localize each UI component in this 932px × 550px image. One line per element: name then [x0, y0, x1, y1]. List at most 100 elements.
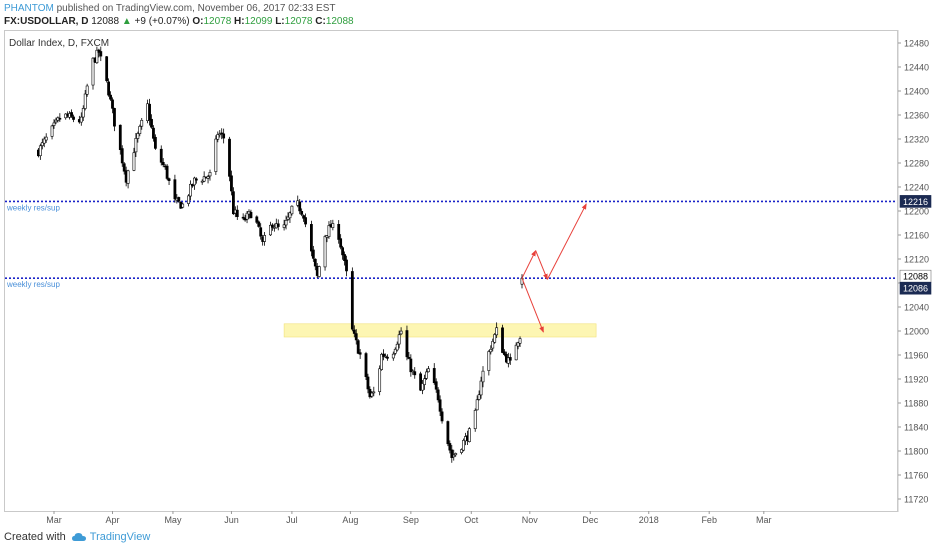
- candle-body: [358, 352, 362, 355]
- candle-body: [83, 93, 87, 109]
- candle-body: [327, 225, 331, 237]
- demand-zone: [283, 323, 597, 338]
- candle-up: [263, 232, 267, 246]
- candle-body: [120, 148, 124, 164]
- candle-body: [506, 357, 510, 364]
- candle-body: [419, 373, 423, 391]
- candle-down: [309, 220, 313, 257]
- footer: Created with TradingView: [4, 531, 150, 543]
- badge-text: 12086: [903, 284, 928, 294]
- candle-body: [413, 371, 417, 376]
- x-tick-label: Jun: [224, 515, 239, 525]
- candle-down: [350, 267, 354, 332]
- y-tick-label: 12360: [904, 111, 929, 121]
- level-label: weekly res/sup: [6, 203, 60, 212]
- candle-down: [109, 91, 112, 101]
- candle-down: [446, 420, 450, 447]
- candle-up: [421, 379, 424, 395]
- bullish-scenario-arrow: [546, 203, 587, 280]
- level-price-badge: 12216: [899, 195, 932, 208]
- candle-up: [269, 221, 272, 236]
- candle-up: [193, 176, 196, 190]
- candle-body: [487, 351, 491, 371]
- candle-body: [384, 355, 387, 358]
- candle-body: [232, 191, 235, 215]
- candle-down: [148, 98, 151, 126]
- candle-body: [350, 271, 354, 330]
- candle-body: [85, 85, 89, 95]
- candle-body: [473, 410, 477, 430]
- candle-down: [276, 219, 280, 231]
- candle-body: [50, 125, 54, 137]
- candle-down: [228, 136, 231, 182]
- candle-body: [467, 428, 471, 442]
- candle-body: [122, 163, 126, 172]
- x-tick-label: 2018: [639, 515, 659, 525]
- candle-up: [423, 374, 426, 390]
- badge-bg: [899, 195, 932, 208]
- x-tick-label: Sep: [403, 515, 419, 525]
- badge-text: 12088: [903, 272, 928, 282]
- candle-down: [413, 367, 417, 379]
- candle-down: [177, 196, 181, 203]
- badge-bg: [899, 281, 932, 295]
- candle-down: [386, 354, 389, 361]
- tradingview-brand[interactable]: TradingView: [89, 531, 151, 543]
- candle-body: [391, 353, 395, 359]
- candle-down: [255, 215, 259, 224]
- candle-body: [105, 56, 109, 81]
- candle-up: [54, 117, 58, 125]
- y-tick-label: 12280: [904, 159, 929, 169]
- candle-body: [230, 175, 233, 192]
- candle-body: [426, 368, 430, 373]
- candle-down: [70, 109, 73, 118]
- candle-up: [44, 133, 48, 143]
- candle-body: [138, 126, 142, 135]
- candle-body: [448, 443, 452, 451]
- candle-up: [327, 221, 331, 239]
- candle-down: [99, 46, 103, 62]
- candle-down: [159, 145, 163, 166]
- author-link[interactable]: PHANTOM: [4, 3, 54, 14]
- candle-body: [72, 116, 75, 120]
- candle-down: [120, 145, 124, 167]
- candle-up: [214, 135, 218, 175]
- candle-body: [298, 201, 302, 212]
- y-tick-label: 11800: [904, 447, 928, 457]
- candle-body: [311, 249, 315, 259]
- candle-body: [477, 394, 481, 400]
- candle-up: [206, 174, 210, 184]
- candle-body: [331, 223, 335, 228]
- candle-body: [370, 392, 374, 397]
- candle-down: [113, 107, 116, 132]
- candle-body: [165, 165, 169, 179]
- candle-body: [399, 330, 403, 335]
- candle-up: [187, 194, 190, 207]
- candle-body: [91, 57, 95, 86]
- candle-body: [81, 108, 85, 118]
- candle-up: [425, 368, 428, 380]
- candle-body: [140, 119, 144, 127]
- candle-body: [58, 117, 62, 120]
- candle-down: [105, 55, 109, 83]
- candle-body: [518, 338, 522, 344]
- candle-up: [518, 336, 522, 348]
- candle-up: [317, 265, 321, 278]
- candle-up: [134, 132, 138, 158]
- candle-body: [366, 376, 370, 390]
- candle-body: [290, 205, 294, 215]
- candle-up: [286, 212, 290, 221]
- candle-body: [491, 341, 495, 349]
- candle-body: [475, 399, 479, 411]
- candle-body: [421, 383, 424, 391]
- candle-body: [202, 176, 206, 182]
- candle-down: [407, 351, 411, 360]
- candle-body: [107, 81, 111, 96]
- open-label: O:: [192, 16, 204, 27]
- y-tick-label: 12160: [904, 231, 929, 241]
- candle-body: [206, 176, 210, 179]
- candle-up: [52, 119, 56, 129]
- candle-body: [354, 333, 358, 341]
- level-label: weekly res/sup: [6, 280, 60, 289]
